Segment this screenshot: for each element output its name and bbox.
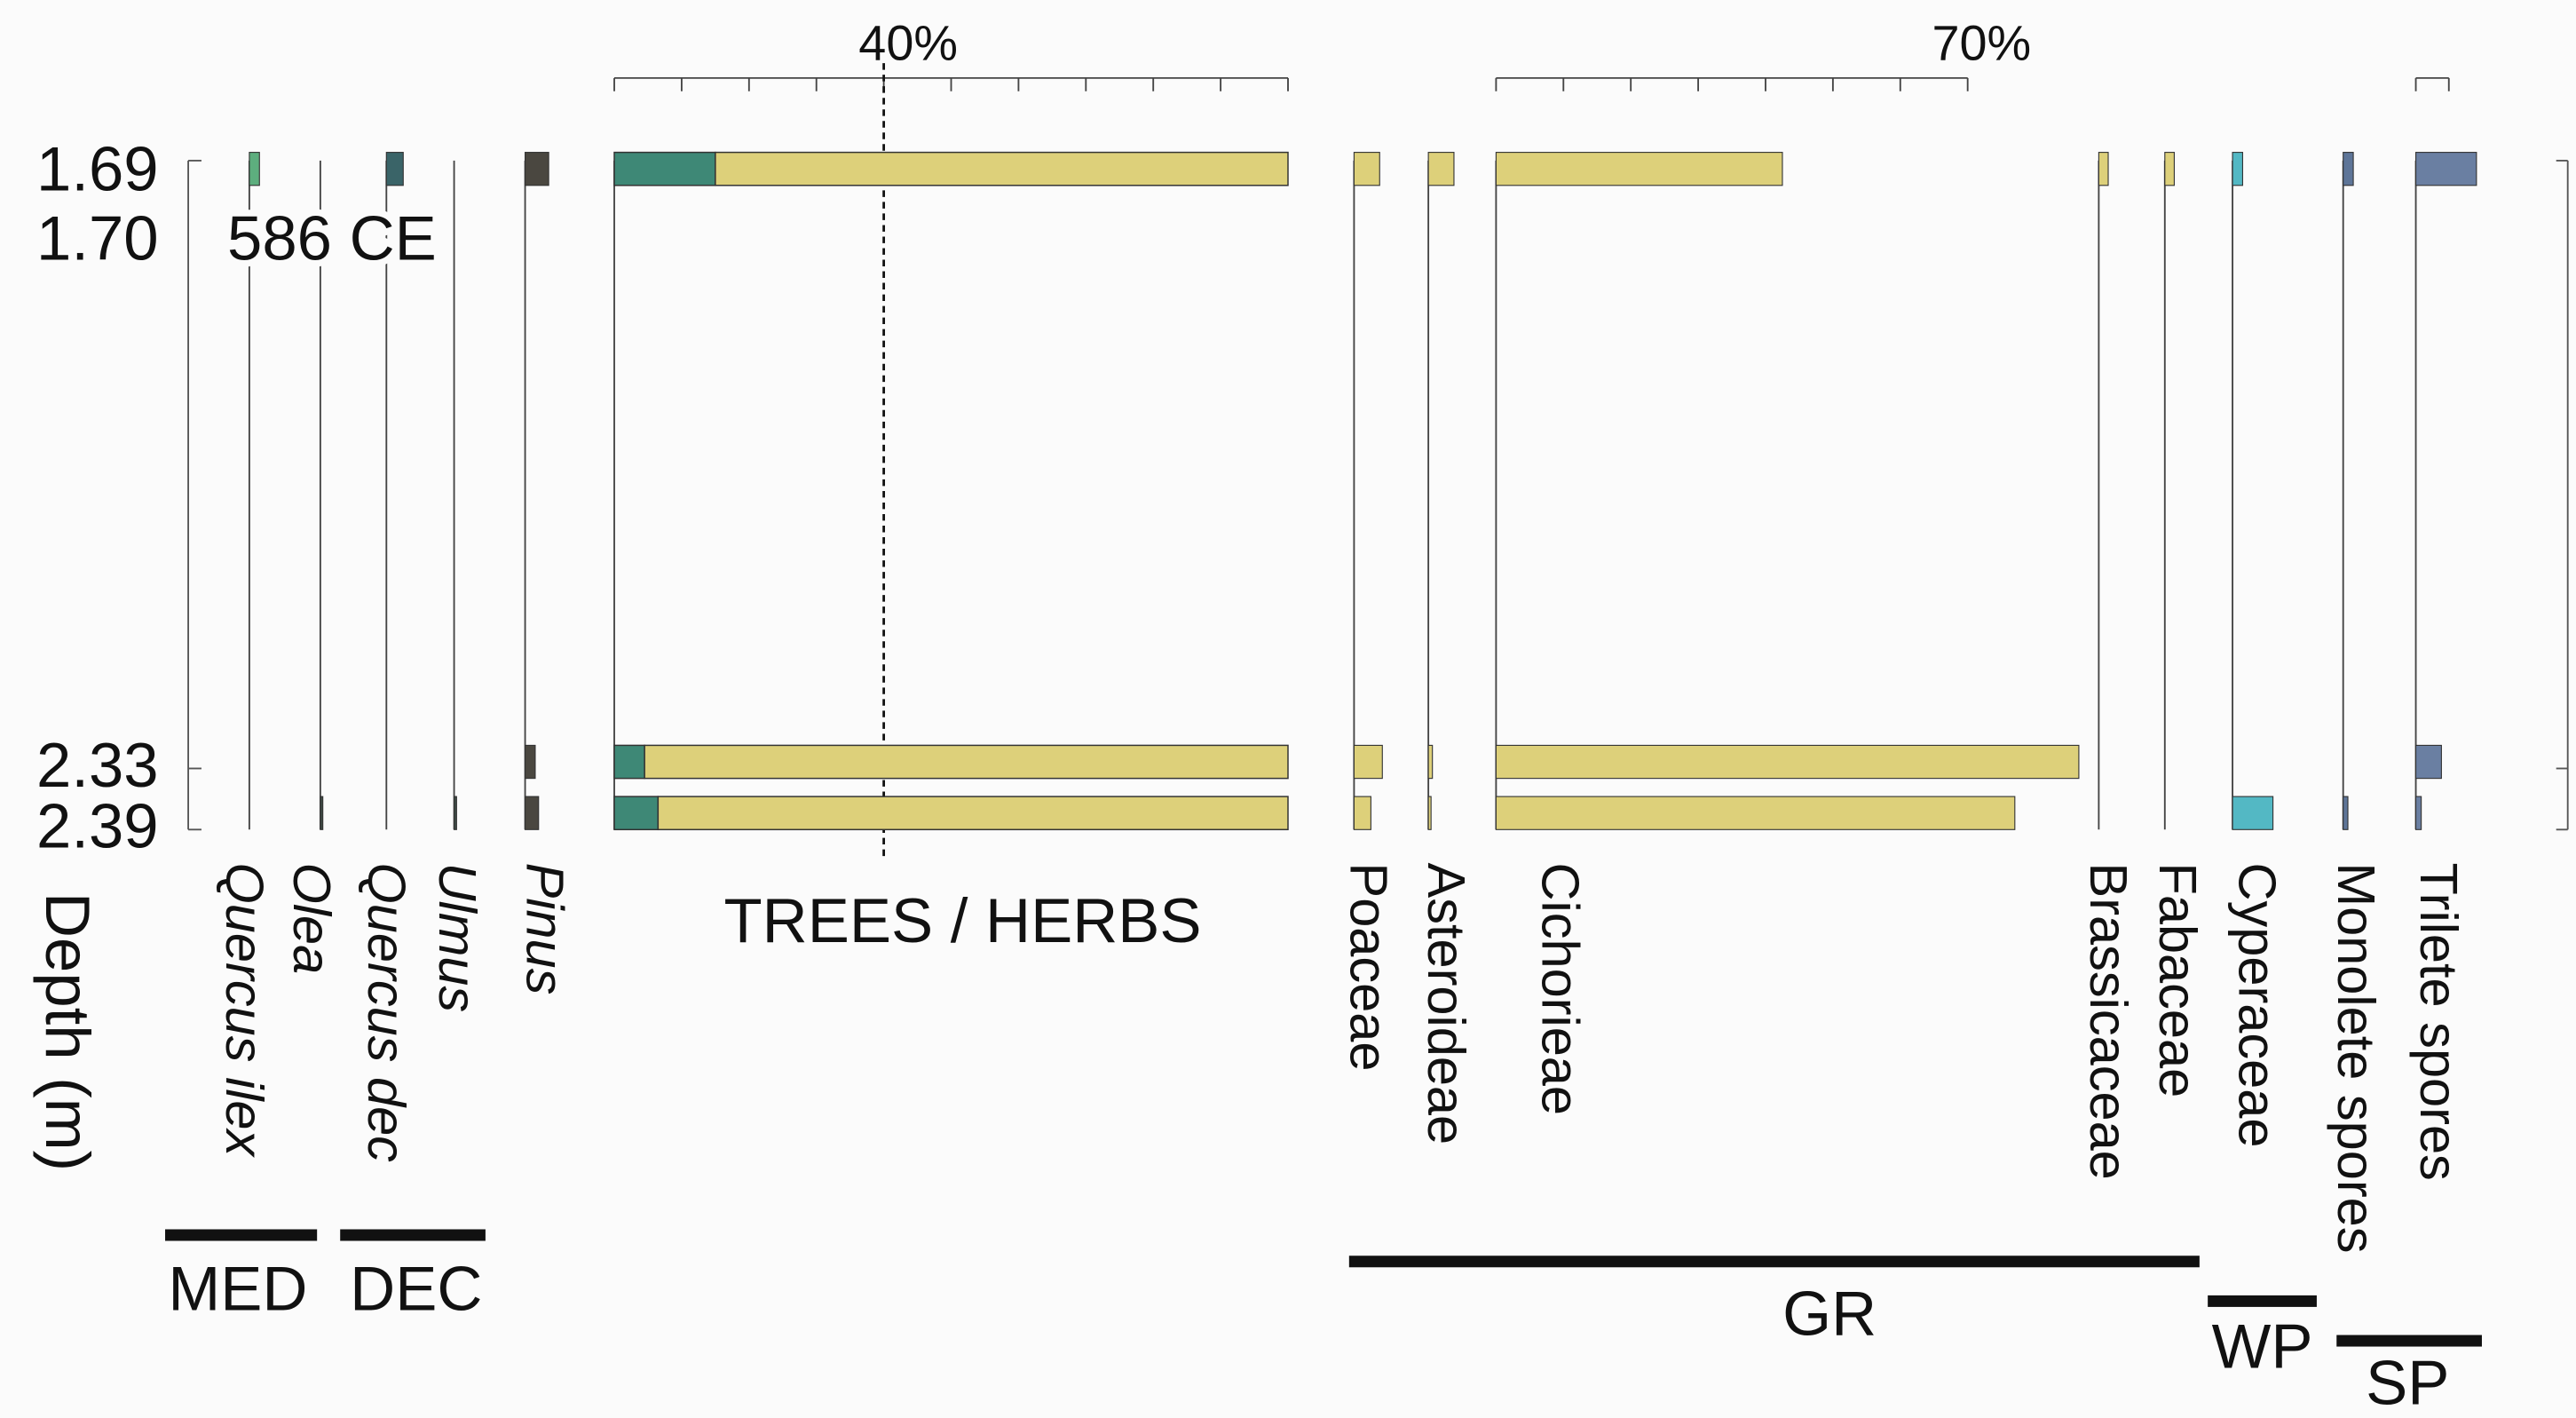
taxon-label-trilete-spores: Trilete spores [2409,863,2469,1181]
bar-herbs-2.39 [657,796,1289,831]
bar-monolete-spores-1.69 [2343,152,2354,186]
group-label-wp: WP [2212,1311,2313,1382]
depth-tick-label: 1.70 [36,203,159,273]
bars-layer [249,151,2477,831]
group-bar-med [165,1229,318,1241]
bar-asteroideae-1.69 [1427,152,1455,186]
bar-poaceae-2.39 [1353,796,1371,830]
bar-cichorieae-2.33 [1495,744,2080,780]
bar-monolete-spores-2.39 [2343,796,2349,830]
bar-poaceae-2.33 [1353,744,1383,780]
bar-herbs-1.69 [715,151,1289,186]
bar-asteroideae-2.39 [1427,796,1432,830]
bar-cyperaceae-1.69 [2232,152,2244,186]
taxon-label-asteroideae: Asteroideae [1417,863,1476,1145]
bar-trilete-spores-2.33 [2414,744,2442,780]
bar-fabaceae-1.69 [2164,152,2175,186]
axes-layer [187,63,2569,857]
group-bar-wp [2208,1295,2317,1307]
bar-pinus-1.69 [525,152,549,186]
taxon-label-cyperaceae: Cyperaceae [2228,863,2288,1148]
bar-quercus-ilex-1.69 [249,152,260,186]
y-axis-title: Depth (m) [33,892,103,1171]
scale-label-70: 70% [1932,14,2031,70]
depth-tick-label: 2.39 [36,791,159,861]
taxon-label-poaceae: Poaceae [1339,863,1399,1072]
bar-trilete-spores-1.69 [2414,152,2477,186]
bar-pinus-2.39 [525,796,540,830]
trees-herbs-label: TREES / HERBS [724,885,1202,955]
depth-tick-label: 2.33 [36,730,159,800]
bar-pinus-2.33 [525,744,536,780]
bar-cichorieae-1.69 [1495,152,1783,186]
bar-trees-2.33 [613,744,645,780]
taxon-label-quercus-ilex: Quercus ilex [215,863,274,1159]
bar-herbs-2.33 [644,744,1289,780]
group-label-sp: SP [2366,1348,2449,1418]
bar-cichorieae-2.39 [1495,796,2016,830]
bar-olea-2.39 [320,796,324,830]
bar-trees-2.39 [613,796,660,831]
group-bar-gr [1348,1256,2200,1268]
bar-trilete-spores-2.39 [2414,796,2422,830]
taxon-label-fabaceae: Fabaceae [2148,863,2208,1098]
depth-tick-label: 1.69 [36,133,159,203]
group-label-med: MED [168,1254,307,1324]
group-bar-sp [2336,1335,2482,1347]
bar-ulmus-2.39 [454,796,457,830]
bar-brassicaceae-1.69 [2098,152,2109,186]
taxon-label-cichorieae: Cichorieae [1530,863,1590,1116]
bar-poaceae-1.69 [1353,152,1380,186]
scale-label-40: 40% [858,14,958,70]
taxon-label-olea: Olea [282,863,342,975]
taxon-label-pinus: Pinus [515,863,574,995]
group-bar-dec [340,1229,486,1241]
taxon-label-quercus-dec: Quercus dec [357,863,416,1163]
bar-asteroideae-2.33 [1427,744,1434,780]
bar-quercus-dec-1.69 [385,152,404,186]
taxon-label-brassicaceae: Brassicaceae [2079,863,2138,1180]
taxon-label-ulmus: Ulmus [428,863,487,1013]
taxon-label-monolete-spores: Monolete spores [2327,863,2386,1254]
group-label-dec: DEC [350,1254,482,1324]
date-annotation: 586 CE [227,203,437,273]
bar-cyperaceae-2.39 [2232,796,2274,830]
bar-trees-1.69 [613,151,716,186]
group-label-gr: GR [1782,1279,1877,1349]
